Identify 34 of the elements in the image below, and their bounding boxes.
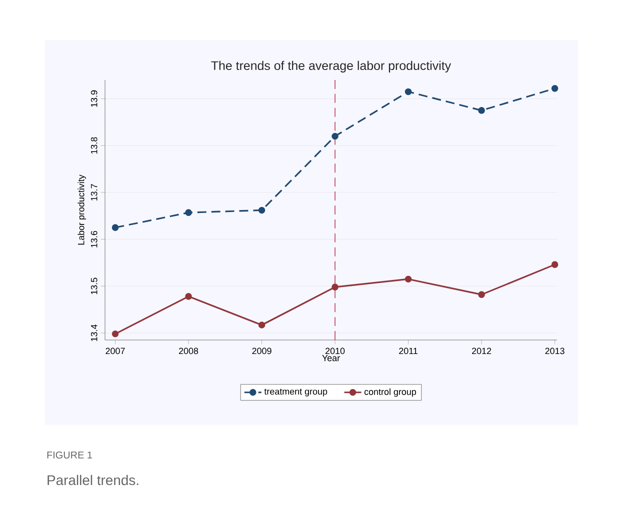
x-tick-label: 2010 <box>326 348 345 354</box>
y-tick-label: 13.7 <box>90 184 98 200</box>
point <box>478 107 485 114</box>
caption: FIGURE 1 <box>47 451 92 459</box>
x-tick-label: 2008 <box>178 348 198 354</box>
y-tick-label: 13.6 <box>90 230 98 248</box>
y-tick-label: 13.8 <box>90 137 98 154</box>
y-tick-label: 13.4 <box>90 324 98 342</box>
x-tick-label: 2013 <box>545 348 564 354</box>
point <box>112 330 119 338</box>
legend-label: control group <box>364 388 416 397</box>
x-tick-label: 2007 <box>106 348 125 354</box>
text: Parallel trends. <box>48 474 138 486</box>
x-tick-label: 2012 <box>472 348 492 354</box>
point <box>551 85 558 92</box>
point <box>404 88 412 96</box>
point <box>478 291 485 298</box>
point <box>258 206 266 214</box>
chart-title: The trends of the average labor productivity <box>211 60 452 72</box>
point <box>112 224 119 231</box>
point <box>185 293 192 300</box>
point <box>258 322 266 328</box>
legend-label: treatment group <box>264 388 328 396</box>
point <box>404 276 412 282</box>
point <box>332 284 338 290</box>
y-axis-title: Labor productivity <box>78 174 86 245</box>
point <box>185 209 192 216</box>
x-tick-label: 2011 <box>399 348 418 354</box>
x-tick-label: 2009 <box>252 348 272 354</box>
y-tick-label: 13.5 <box>90 278 98 294</box>
y-tick-label: 13.9 <box>90 90 98 107</box>
point <box>332 132 338 140</box>
x-axis-title: Year <box>322 354 340 362</box>
point <box>551 261 558 268</box>
